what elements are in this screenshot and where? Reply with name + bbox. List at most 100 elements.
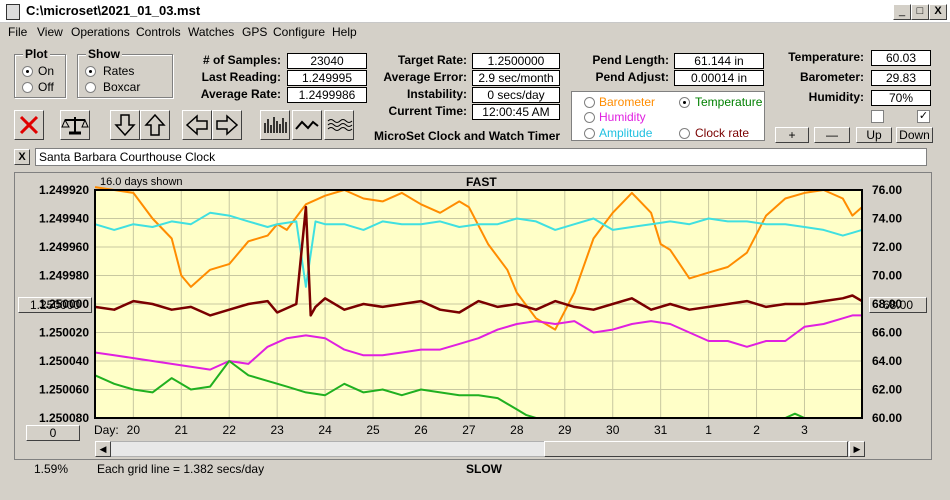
down-button[interactable]: Down (896, 127, 933, 143)
arrow-left-button[interactable] (182, 110, 212, 140)
day-tick: 26 (414, 423, 428, 437)
day-tick: 28 (510, 423, 524, 437)
day-axis-label: Day: (94, 423, 119, 437)
scroll-left-button[interactable]: ◀ (95, 441, 111, 457)
right-axis-tick: 64.00 (872, 354, 902, 368)
day-tick: 21 (175, 423, 189, 437)
show-group-label: Show (86, 47, 122, 61)
balance-button[interactable] (60, 110, 90, 140)
center-rate-button[interactable]: 1.250000 (18, 297, 92, 313)
menu-file[interactable]: File (8, 25, 28, 39)
clear-name-button[interactable]: X (14, 149, 30, 165)
plot-on-radio[interactable] (22, 66, 33, 77)
window-title: C:\microset\2021_01_03.mst (26, 3, 201, 18)
stop-button[interactable] (14, 110, 44, 140)
center-temp-button[interactable]: 68.00 (869, 297, 927, 313)
clock-rate-radio[interactable] (679, 128, 690, 139)
app-icon (6, 4, 20, 20)
humidity-value: 70% (871, 90, 931, 106)
plot-group-label: Plot (23, 47, 50, 61)
zero-button[interactable]: 0 (26, 425, 80, 441)
average-error-value: 2.9 sec/month (472, 70, 560, 86)
pend-adjust-value: 0.00014 in (674, 70, 764, 86)
option-checkbox-1[interactable] (871, 110, 884, 123)
amplitude-radio[interactable] (584, 128, 595, 139)
day-tick: 25 (366, 423, 380, 437)
humidity-radio[interactable] (584, 112, 595, 123)
option-checkbox-2[interactable]: ✓ (917, 110, 930, 123)
left-axis-tick: 1.249940 (39, 212, 89, 226)
fast-label: FAST (466, 175, 497, 189)
target-rate-value: 1.2500000 (472, 53, 560, 69)
minimize-button[interactable]: _ (893, 4, 911, 20)
clock-name-input[interactable]: Santa Barbara Courthouse Clock (35, 148, 927, 166)
series-clock_rate (94, 205, 863, 317)
show-boxcar-radio[interactable] (85, 82, 96, 93)
left-axis-tick: 1.250040 (39, 354, 89, 368)
show-boxcar-label: Boxcar (103, 80, 141, 94)
current-time-value: 12:00:45 AM (472, 104, 560, 120)
arrow-down-button[interactable] (110, 110, 140, 140)
bar-view-button[interactable] (260, 110, 290, 140)
up-button[interactable]: Up (856, 127, 892, 143)
day-tick: 1 (705, 423, 712, 437)
wave-icon (327, 119, 353, 131)
menu-operations[interactable]: Operations (71, 25, 130, 39)
minus-button[interactable]: — (814, 127, 850, 143)
temperature-radio[interactable] (679, 97, 690, 108)
series-temperature (94, 186, 863, 331)
right-axis-tick: 72.00 (872, 240, 902, 254)
current-time-label: Current Time: (388, 104, 467, 118)
humidity-label: Humidity: (808, 90, 864, 104)
arrow-down-icon (114, 114, 136, 137)
scroll-thumb[interactable] (544, 441, 848, 457)
menu-watches[interactable]: Watches (188, 25, 235, 39)
left-axis-tick: 1.250080 (39, 411, 89, 425)
arrow-right-icon (216, 114, 239, 136)
chart-frame (14, 172, 932, 460)
show-rates-label: Rates (103, 64, 135, 78)
barometer-label: Barometer: (799, 70, 864, 84)
average-rate-value: 1.2499986 (287, 87, 367, 103)
wave-view-button[interactable] (324, 110, 354, 140)
title-bar: C:\microset\2021_01_03.mst _ □ X (0, 0, 950, 23)
scroll-right-button[interactable]: ▶ (849, 441, 865, 457)
amplitude-option: Amplitude (599, 126, 653, 140)
arrow-left-icon (185, 114, 208, 136)
left-axis-tick: 1.249960 (39, 240, 89, 254)
left-axis-tick: 1.250020 (39, 326, 89, 340)
days-shown-label: 16.0 days shown (100, 176, 183, 188)
last-reading-label: Last Reading: (201, 70, 281, 84)
plus-button[interactable]: + (775, 127, 809, 143)
instability-label: Instability: (406, 87, 467, 101)
menu-controls[interactable]: Controls (136, 25, 181, 39)
close-button[interactable]: X (929, 4, 947, 20)
series-barometer (94, 314, 862, 371)
left-axis-tick: 1.249980 (39, 269, 89, 283)
left-axis-tick: 1.249920 (39, 183, 89, 197)
instability-value: 0 secs/day (472, 87, 560, 103)
right-axis-tick: 70.00 (872, 269, 902, 283)
maximize-button[interactable]: □ (911, 4, 929, 20)
plot-off-radio[interactable] (22, 82, 33, 93)
barometer-radio[interactable] (584, 97, 595, 108)
day-tick: 30 (606, 423, 620, 437)
menu-configure[interactable]: Configure (273, 25, 326, 39)
line-view-button[interactable] (292, 110, 322, 140)
menu-bar: File View Operations Controls Watches GP… (0, 23, 950, 41)
arrow-right-button[interactable] (212, 110, 242, 140)
temperature-value: 60.03 (871, 50, 931, 66)
sensor-select-panel (571, 91, 765, 141)
plot-off-label: Off (38, 80, 54, 94)
slow-label: SLOW (466, 462, 502, 476)
left-axis-tick: 1.250000 (39, 297, 89, 311)
barometer-value: 29.83 (871, 70, 931, 86)
show-rates-radio[interactable] (85, 66, 96, 77)
menu-view[interactable]: View (37, 25, 63, 39)
day-tick: 29 (558, 423, 572, 437)
menu-help[interactable]: Help (332, 25, 357, 39)
menu-gps[interactable]: GPS (242, 25, 268, 39)
arrow-up-button[interactable] (140, 110, 170, 140)
barometer-option: Barometer (599, 95, 656, 109)
